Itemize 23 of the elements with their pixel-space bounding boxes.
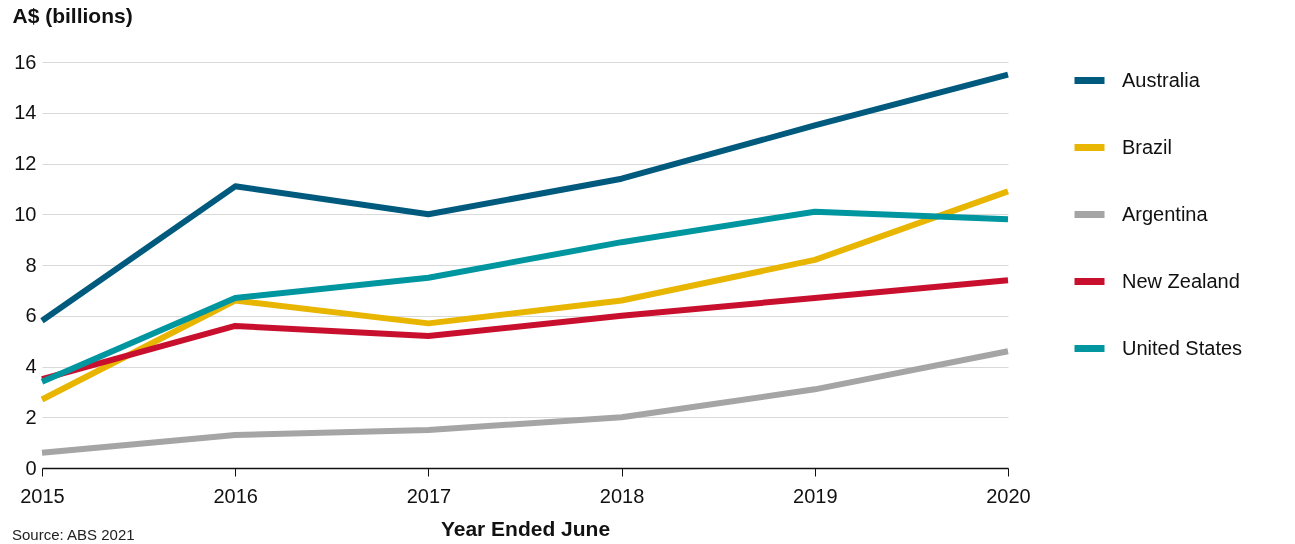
y-tick-label: 12 bbox=[14, 152, 37, 174]
legend-label: Australia bbox=[1122, 68, 1201, 91]
x-tick-label: 2020 bbox=[986, 484, 1031, 507]
x-axis-title: Year Ended June bbox=[440, 516, 611, 540]
legend-label: Brazil bbox=[1122, 135, 1173, 158]
y-tick-label: 10 bbox=[14, 202, 37, 225]
source-note: Source: ABS 2021 bbox=[12, 526, 135, 543]
legend-label: New Zealand bbox=[1122, 269, 1240, 292]
x-tick-label: 2019 bbox=[793, 484, 838, 507]
x-tick-label: 2016 bbox=[213, 484, 258, 507]
y-tick-label: 8 bbox=[25, 253, 37, 276]
y-tick-label: 2 bbox=[25, 405, 37, 428]
x-tick-label: 2018 bbox=[599, 484, 645, 507]
y-tick-label: 4 bbox=[25, 355, 37, 377]
legend-label: Argentina bbox=[1122, 202, 1209, 225]
y-tick-label: 14 bbox=[14, 101, 37, 124]
x-tick-label: 2015 bbox=[20, 484, 65, 507]
y-axis-title: A$ (billions) bbox=[12, 3, 133, 27]
legend-label: United States bbox=[1122, 336, 1243, 359]
y-tick-label: 0 bbox=[25, 456, 37, 479]
y-tick-label: 6 bbox=[25, 304, 37, 327]
y-tick-label: 16 bbox=[14, 50, 37, 73]
x-tick-label: 2017 bbox=[406, 484, 452, 507]
